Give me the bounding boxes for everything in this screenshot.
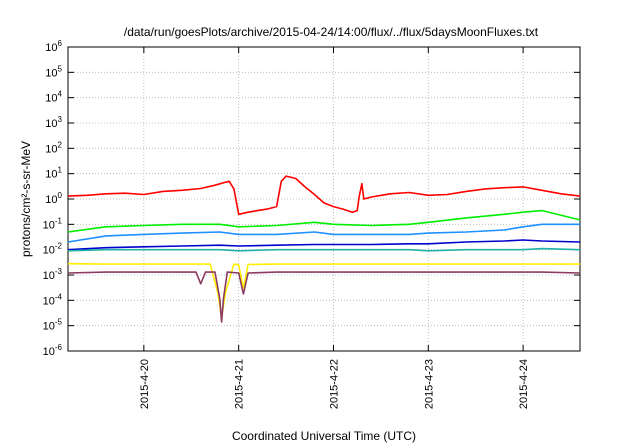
y-tick-label: 106 — [45, 39, 62, 54]
series-line-7 — [67, 271, 581, 323]
x-tick-label: 2015-4-23 — [423, 359, 435, 409]
series-lines — [67, 175, 581, 323]
y-tick-label: 10-3 — [43, 267, 63, 282]
series-line-1 — [67, 175, 581, 216]
series-line-3 — [67, 223, 580, 243]
grid-lines — [68, 47, 580, 351]
y-tick-label: 10-1 — [43, 216, 63, 231]
x-axis-ticks: 2015-4-20 2015-4-21 2015-4-22 2015-4-23 2015… — [139, 47, 530, 409]
y-tick-label: 10-2 — [43, 242, 63, 257]
y-tick-label: 10-6 — [43, 343, 63, 358]
y-tick-label: 103 — [45, 115, 62, 130]
x-tick-label: 2015-4-24 — [518, 359, 530, 409]
y-axis-label: protons/cm²-s-sr-MeV — [19, 141, 33, 257]
chart-title: /data/run/goesPlots/archive/2015-04-24/1… — [124, 25, 539, 39]
y-tick-label: 10-4 — [43, 292, 63, 307]
y-axis-ticks: 10-6 10-5 10-4 10-3 10-2 10-1 100 101 102 103 104 1… — [43, 39, 580, 358]
x-tick-label: 2015-4-20 — [139, 359, 151, 409]
y-tick-label: 104 — [45, 90, 62, 105]
y-tick-label: 100 — [45, 191, 62, 206]
x-axis-label: Coordinated Universal Time (UTC) — [232, 429, 416, 443]
series-line-2 — [67, 209, 581, 233]
series-line-6 — [67, 262, 580, 319]
y-tick-label: 10-5 — [43, 318, 63, 333]
y-tick-label: 101 — [45, 166, 62, 181]
series-line-5 — [67, 247, 581, 252]
y-tick-label: 102 — [45, 140, 62, 155]
x-tick-label: 2015-4-22 — [328, 359, 340, 409]
series-line-4 — [67, 239, 581, 251]
y-tick-label: 105 — [45, 64, 62, 79]
x-tick-label: 2015-4-21 — [234, 359, 246, 409]
